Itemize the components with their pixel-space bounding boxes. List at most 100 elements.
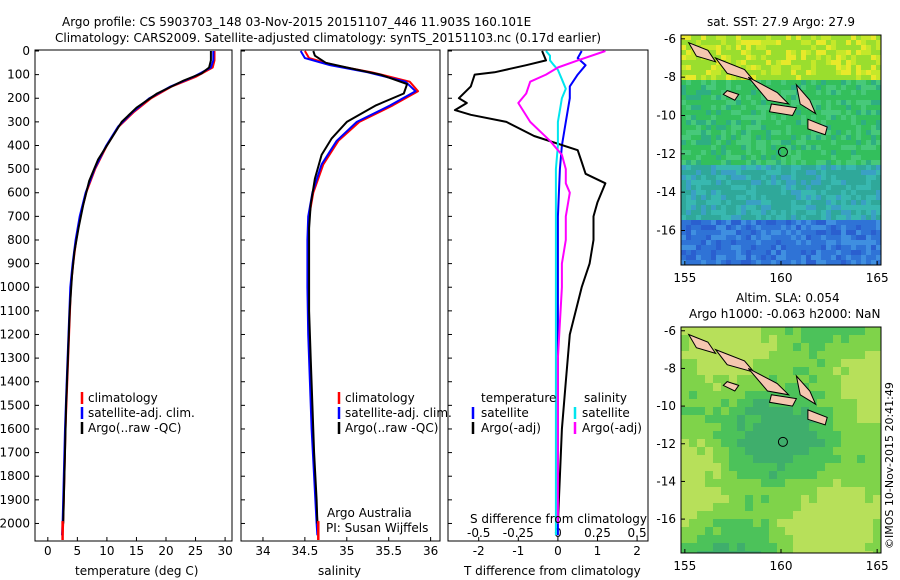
depth-tick-label: 0 xyxy=(22,44,30,58)
island xyxy=(795,374,817,406)
sst-map xyxy=(680,34,882,266)
legend-sal-sat: satellite-adj. clim. xyxy=(345,406,452,420)
legend-diff-sal-sat: satellite xyxy=(582,406,630,420)
legend-temp-sat: satellite-adj. clim. xyxy=(88,406,195,420)
difference-panel xyxy=(447,49,649,542)
series-line-2-3 xyxy=(517,50,606,524)
lat-tick-label: -10 xyxy=(656,399,676,413)
x-tick-label: 25 xyxy=(188,544,203,558)
depth-tick-label: 1800 xyxy=(0,469,30,483)
legend-sal-clim: climatology xyxy=(345,391,415,405)
legend-diff-temp-title: temperature xyxy=(481,391,556,405)
x-tick-label: 1 xyxy=(594,544,602,558)
x-tick-label: 35 xyxy=(339,544,354,558)
island xyxy=(807,118,828,136)
depth-tick-label: 1100 xyxy=(0,304,30,318)
salinity-axis-label: salinity xyxy=(318,564,361,578)
lon-tick-label: 160 xyxy=(770,559,793,573)
depth-tick-label: 1600 xyxy=(0,422,30,436)
argo-position-marker xyxy=(777,146,788,157)
lat-tick-label: -6 xyxy=(664,324,676,338)
legend-diff-temp-argo: Argo(-adj) xyxy=(481,421,541,435)
depth-axis: 0 100 200 300 400 500 600 700 800 900 1000 1100 1200… xyxy=(0,44,452,530)
argo-australia-label: Argo Australia xyxy=(327,506,412,520)
x-tick-label: -1 xyxy=(512,544,524,558)
lon-tick-label: 165 xyxy=(866,271,889,285)
depth-tick-label: 1700 xyxy=(0,446,30,460)
lon-tick-label: 160 xyxy=(770,271,793,285)
depth-tick-label: 500 xyxy=(7,162,30,176)
depth-tick-label: 100 xyxy=(7,68,30,82)
lat-tick-label: -14 xyxy=(656,474,676,488)
x-tick-label: 0 xyxy=(554,544,562,558)
lon-tick-label: 155 xyxy=(673,271,696,285)
depth-tick-label: 1000 xyxy=(0,280,30,294)
difference-plot: -2 -1 0 1 2-0.5 -0.25 0 0.25 0.5 xyxy=(453,50,647,558)
depth-tick-label: 700 xyxy=(7,209,30,223)
lon-tick-label: 165 xyxy=(866,559,889,573)
temperature-legend: climatology satellite-adj. clim. Argo(..… xyxy=(80,391,195,435)
depth-tick-label: 300 xyxy=(7,115,30,129)
header-line-2: Climatology: CARS2009. Satellite-adjuste… xyxy=(55,31,601,45)
t-difference-label: T difference from climatology xyxy=(463,564,641,578)
series-line-2-0 xyxy=(556,50,587,536)
lat-tick-label: -14 xyxy=(656,185,676,199)
lat-tick-label: -16 xyxy=(656,512,676,526)
depth-tick-label: 900 xyxy=(7,257,30,271)
lat-tick-label: -10 xyxy=(656,109,676,123)
island xyxy=(747,367,791,396)
salinity-legend: climatology satellite-adj. clim. Argo(..… xyxy=(337,391,452,435)
difference-legend: temperature satellite Argo(-adj) salinit… xyxy=(471,391,642,435)
lat-tick-label: -8 xyxy=(664,361,676,375)
lon-tick-label: 155 xyxy=(673,559,696,573)
x-tick-label: 10 xyxy=(99,544,114,558)
sla-map xyxy=(680,326,882,554)
x-tick-label: 5 xyxy=(74,544,82,558)
temperature-plot: 0 5 10 15 20 25 30 xyxy=(44,51,233,558)
x-tick-label: 34 xyxy=(255,544,270,558)
island xyxy=(768,394,798,407)
depth-tick-label: 800 xyxy=(7,233,30,247)
depth-tick-label: 1900 xyxy=(0,493,30,507)
island xyxy=(722,381,740,392)
island xyxy=(722,90,740,101)
argo-position-marker xyxy=(777,436,788,447)
x-tick-label: 34.5 xyxy=(292,544,319,558)
header-line-1: Argo profile: CS 5903703_148 03-Nov-2015… xyxy=(62,15,531,29)
s-difference-label: S difference from climatology xyxy=(470,512,647,526)
s-tick-label: 0.5 xyxy=(628,526,647,540)
sla-map-title-line-1: Altim. SLA: 0.054 xyxy=(736,291,840,305)
island xyxy=(807,409,828,426)
lat-tick-label: -8 xyxy=(664,70,676,84)
island xyxy=(768,103,798,117)
series-line-0-2 xyxy=(62,51,212,524)
salinity-plot: 34 34.5 35 35.5 36 xyxy=(255,50,438,558)
legend-diff-temp-sat: satellite xyxy=(481,406,529,420)
s-tick-label: -0.5 xyxy=(467,526,490,540)
depth-tick-label: 1300 xyxy=(0,351,30,365)
depth-tick-label: 400 xyxy=(7,138,30,152)
x-tick-label: -2 xyxy=(473,544,485,558)
series-line-1-2 xyxy=(308,50,409,524)
sst-map-axes: 155 160 165 -6 -8 -10 -12 -14 -16 xyxy=(656,32,888,285)
legend-temp-argo: Argo(..raw -QC) xyxy=(88,421,181,435)
x-tick-label: 30 xyxy=(217,544,232,558)
depth-tick-label: 200 xyxy=(7,91,30,105)
sst-map-title: sat. SST: 27.9 Argo: 27.9 xyxy=(707,15,855,29)
temperature-axis-label: temperature (deg C) xyxy=(75,564,198,578)
depth-tick-label: 1400 xyxy=(0,375,30,389)
lat-tick-label: -16 xyxy=(656,224,676,238)
x-tick-label: 2 xyxy=(633,544,641,558)
depth-tick-label: 2000 xyxy=(0,516,30,530)
island xyxy=(747,76,791,105)
island xyxy=(795,83,817,115)
depth-tick-label: 1200 xyxy=(0,327,30,341)
island xyxy=(687,333,717,355)
s-tick-label: 0.25 xyxy=(584,526,611,540)
legend-temp-clim: climatology xyxy=(88,391,158,405)
x-tick-label: 0 xyxy=(44,544,52,558)
legend-diff-sal-argo: Argo(-adj) xyxy=(582,421,642,435)
legend-diff-sal-title: salinity xyxy=(584,391,627,405)
depth-tick-label: 1500 xyxy=(0,398,30,412)
legend-sal-argo: Argo(..raw -QC) xyxy=(345,421,438,435)
